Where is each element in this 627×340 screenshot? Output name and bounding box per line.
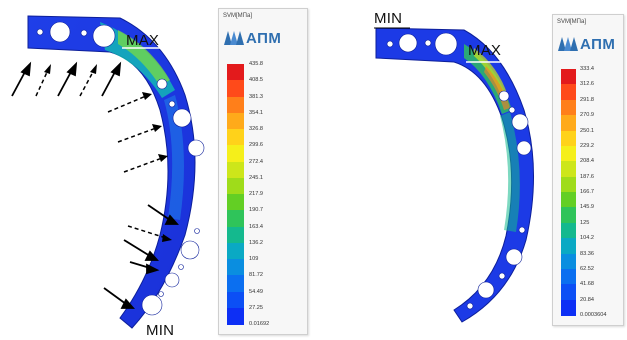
- legend-tick-label: 125: [580, 219, 590, 226]
- legend-tick-label: 187.6: [580, 173, 594, 180]
- legend-tick-label: 27.25: [249, 304, 263, 311]
- right-logo-text: АПМ: [580, 36, 616, 53]
- legend-tick-label: 354.1: [249, 109, 263, 116]
- color-scale-segment: [561, 130, 576, 147]
- color-scale-segment: [227, 80, 244, 97]
- legend-tick-label: 208.4: [580, 158, 594, 165]
- legend-tick-label: 54.49: [249, 288, 263, 295]
- legend-tick-label: 435.8: [249, 61, 263, 67]
- color-scale-segment: [227, 210, 244, 227]
- left-part-body: [27, 15, 196, 329]
- color-scale-segment: [227, 177, 244, 195]
- apm-logo-icon: [224, 31, 244, 45]
- legend-tick-label: 83.36: [580, 250, 594, 257]
- legend-tick-label: 20.84: [580, 296, 594, 303]
- right-legend: SVM[MПa] АПМ 333.4 312.6 291.8 270.9 250.1 22…: [552, 14, 624, 326]
- right-mount-holes: [386, 32, 532, 310]
- color-scale-segment: [227, 307, 244, 325]
- legend-tick-label: 0.01692: [249, 321, 270, 327]
- color-scale-segment: [561, 192, 576, 208]
- legend-tick-label: 166.7: [580, 189, 594, 195]
- right-min-label: MIN: [374, 10, 403, 27]
- left-load-arrows: [11, 61, 179, 309]
- left-min-label: MIN: [146, 322, 175, 339]
- color-scale-segment: [561, 84, 576, 101]
- color-scale-segment: [227, 145, 244, 162]
- right-max-label: MAX: [468, 42, 502, 59]
- legend-tick-label: 270.9: [580, 112, 594, 119]
- left-color-scale: [227, 64, 244, 325]
- legend-tick-label: 81.72: [249, 272, 263, 279]
- legend-tick-label: 145.9: [580, 204, 594, 211]
- color-scale-segment: [561, 299, 576, 316]
- color-scale-segment: [227, 291, 244, 309]
- color-scale-segment: [227, 242, 244, 260]
- legend-tick-label: 109: [249, 256, 259, 262]
- left-legend-title: SVM[MПa]: [223, 13, 252, 19]
- color-scale-segment: [561, 238, 576, 254]
- legend-tick-label: 0.0003604: [580, 312, 607, 318]
- legend-tick-label: 250.1: [580, 127, 594, 134]
- color-scale-segment: [227, 259, 244, 276]
- legend-tick-label: 299.6: [249, 142, 263, 149]
- left-max-label: MAX: [126, 32, 160, 49]
- apm-logo-icon: [558, 37, 578, 51]
- legend-tick-label: 136.2: [249, 239, 263, 246]
- right-stress-panel: MIN MAX SVM[MПa] АПМ 333.4 312.6 291.8 270.…: [314, 0, 627, 340]
- right-apm-logo: АПМ: [556, 35, 626, 55]
- color-scale-segment: [227, 96, 244, 114]
- right-part-contour: [374, 27, 534, 323]
- color-scale-segment: [227, 112, 244, 130]
- color-scale-segment: [561, 161, 576, 178]
- legend-tick-label: 291.8: [580, 96, 594, 103]
- legend-tick-label: 381.3: [249, 93, 263, 100]
- left-mount-holes: [36, 21, 205, 316]
- color-scale-segment: [561, 115, 576, 131]
- legend-tick-label: 272.4: [249, 158, 263, 165]
- left-load-arrows-dashed: [35, 64, 172, 242]
- legend-tick-label: 229.2: [580, 142, 594, 149]
- color-scale-segment: [227, 129, 244, 146]
- color-scale-segment: [561, 176, 576, 193]
- color-scale-segment: [561, 222, 576, 239]
- color-scale-segment: [227, 226, 244, 244]
- left-part-contour: [11, 15, 205, 329]
- left-stress-panel: MAX MIN SVM[MПa] АПМ 435.8 408.5 381.3 354.…: [0, 0, 313, 340]
- color-scale-segment: [227, 161, 244, 179]
- color-scale-segment: [561, 69, 576, 85]
- legend-tick-label: 190.7: [249, 207, 263, 214]
- color-scale-segment: [561, 268, 576, 285]
- legend-tick-label: 62.52: [580, 265, 594, 272]
- legend-tick-label: 408.5: [249, 77, 263, 84]
- right-color-scale: [561, 69, 576, 316]
- color-scale-segment: [561, 145, 576, 162]
- legend-tick-label: 41.68: [580, 281, 594, 288]
- color-scale-segment: [561, 207, 576, 224]
- color-scale-segment: [561, 99, 576, 116]
- legend-tick-label: 245.1: [249, 174, 263, 181]
- legend-tick-label: 333.4: [580, 66, 594, 72]
- color-scale-segment: [227, 275, 244, 292]
- left-logo-text: АПМ: [246, 30, 282, 47]
- color-scale-segment: [227, 194, 244, 211]
- legend-tick-label: 163.4: [249, 223, 263, 230]
- color-scale-segment: [561, 284, 576, 301]
- right-legend-title: SVM[MПa]: [557, 19, 586, 25]
- left-apm-logo: АПМ: [222, 29, 292, 49]
- color-scale-segment: [227, 64, 244, 81]
- legend-tick-label: 217.9: [249, 191, 263, 197]
- legend-tick-label: 326.8: [249, 126, 263, 132]
- legend-tick-label: 104.2: [580, 235, 594, 242]
- legend-tick-label: 312.6: [580, 81, 594, 88]
- left-legend: SVM[MПa] АПМ 435.8 408.5 381.3 354.1 326.8 29…: [218, 8, 308, 335]
- color-scale-segment: [561, 253, 576, 270]
